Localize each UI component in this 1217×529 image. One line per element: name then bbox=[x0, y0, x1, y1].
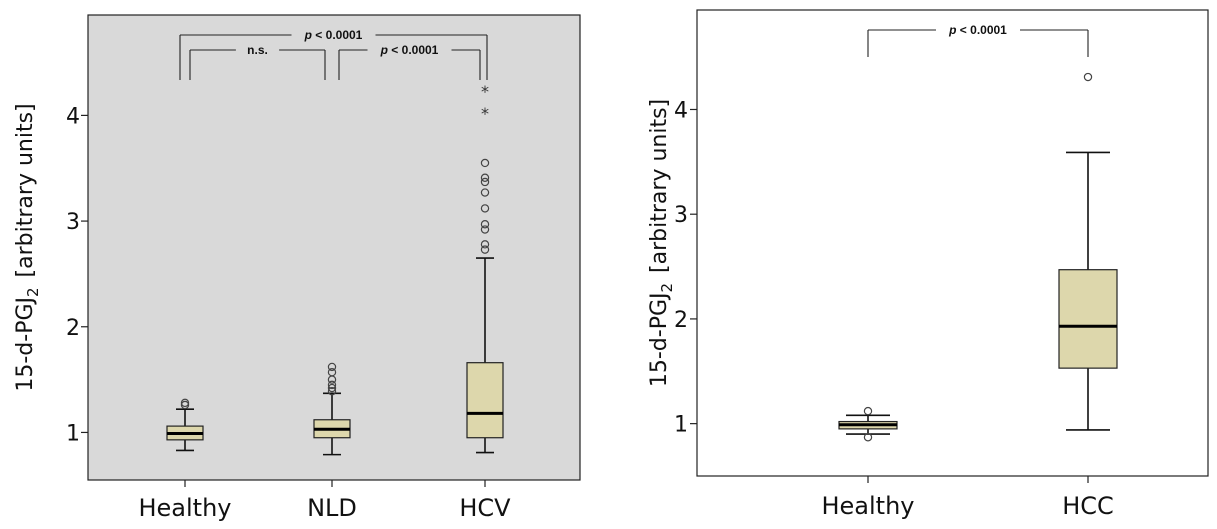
outlier-point bbox=[480, 220, 490, 229]
significance-bracket: n.s. bbox=[189, 43, 326, 80]
significance-bracket: p < 0.0001 bbox=[179, 28, 488, 80]
plot-area bbox=[87, 14, 581, 481]
category-label: HCC bbox=[1062, 492, 1114, 520]
box-hcv: HCV * * bbox=[459, 82, 511, 522]
iqr-box bbox=[466, 362, 504, 439]
significance-label: p < 0.0001 bbox=[948, 23, 1007, 37]
p-symbol: p bbox=[380, 43, 388, 57]
box-healthy: Healthy bbox=[821, 406, 915, 520]
significance-label: p < 0.0001 bbox=[304, 28, 363, 42]
outlier-point bbox=[480, 173, 490, 182]
outlier-point bbox=[480, 177, 490, 187]
y-axis-title-units: [arbitrary units] bbox=[647, 99, 672, 273]
p-value: < 0.0001 bbox=[956, 23, 1007, 37]
outlier-point bbox=[327, 368, 337, 377]
significance-bracket: p < 0.0001 bbox=[338, 43, 481, 80]
box-hcc: HCC bbox=[1058, 72, 1118, 520]
p-value: < 0.0001 bbox=[388, 43, 439, 57]
category-label: HCV bbox=[459, 494, 511, 522]
y-tick-label: 4 bbox=[674, 98, 688, 123]
p-symbol: p bbox=[304, 28, 312, 42]
extreme-point: * bbox=[481, 104, 489, 123]
y-tick-label: 3 bbox=[66, 210, 80, 235]
outlier-point bbox=[327, 387, 337, 396]
y-axis-title-units: [arbitrary units] bbox=[13, 103, 38, 277]
y-axis-title: 15-d-PGJ2 [arbitrary units] bbox=[647, 99, 676, 387]
outlier-point bbox=[480, 204, 490, 213]
chart-2: 1 2 3 4 15-d-PGJ2 [arbitrary units] Healthy HCC… bbox=[647, 9, 1209, 520]
y-tick-label: 3 bbox=[674, 203, 688, 228]
y-axis-title-main: 15-d-PGJ bbox=[647, 292, 672, 387]
outlier-point bbox=[480, 225, 490, 234]
significance-label: n.s. bbox=[247, 43, 268, 57]
box-healthy: Healthy bbox=[138, 398, 232, 522]
outlier-point bbox=[480, 245, 490, 254]
outlier-point bbox=[863, 433, 873, 442]
p-value: < 0.0001 bbox=[312, 28, 363, 42]
category-label: Healthy bbox=[821, 492, 914, 520]
outlier-point bbox=[863, 406, 873, 416]
y-axis-title-subscript: 2 bbox=[658, 283, 676, 293]
outlier-point bbox=[327, 362, 337, 372]
y-axis-title-main: 15-d-PGJ bbox=[13, 297, 38, 392]
category-label: NLD bbox=[307, 494, 357, 522]
y-tick-label: 2 bbox=[66, 316, 80, 341]
category-label: Healthy bbox=[138, 494, 231, 522]
significance-label: p < 0.0001 bbox=[380, 43, 439, 57]
outlier-point bbox=[1083, 72, 1093, 82]
outlier-point bbox=[180, 398, 190, 408]
y-axis-title-subscript: 2 bbox=[24, 287, 42, 297]
y-tick-label: 1 bbox=[66, 421, 80, 446]
outlier-point bbox=[480, 158, 490, 168]
extreme-point: * bbox=[481, 82, 489, 101]
outlier-point bbox=[327, 383, 337, 393]
iqr-box bbox=[1058, 269, 1118, 369]
plot-area bbox=[696, 9, 1209, 477]
significance-bracket: p < 0.0001 bbox=[867, 23, 1089, 57]
outlier-point bbox=[480, 188, 490, 197]
y-tick-label: 4 bbox=[66, 104, 80, 129]
box-nld: NLD bbox=[307, 362, 357, 522]
p-symbol: p bbox=[948, 23, 956, 37]
y-tick-label: 1 bbox=[674, 413, 688, 438]
outlier-point bbox=[480, 240, 490, 249]
outlier-point bbox=[327, 380, 337, 390]
y-tick-label: 2 bbox=[674, 308, 688, 333]
y-axis-title: 15-d-PGJ2 [arbitrary units] bbox=[13, 103, 42, 391]
